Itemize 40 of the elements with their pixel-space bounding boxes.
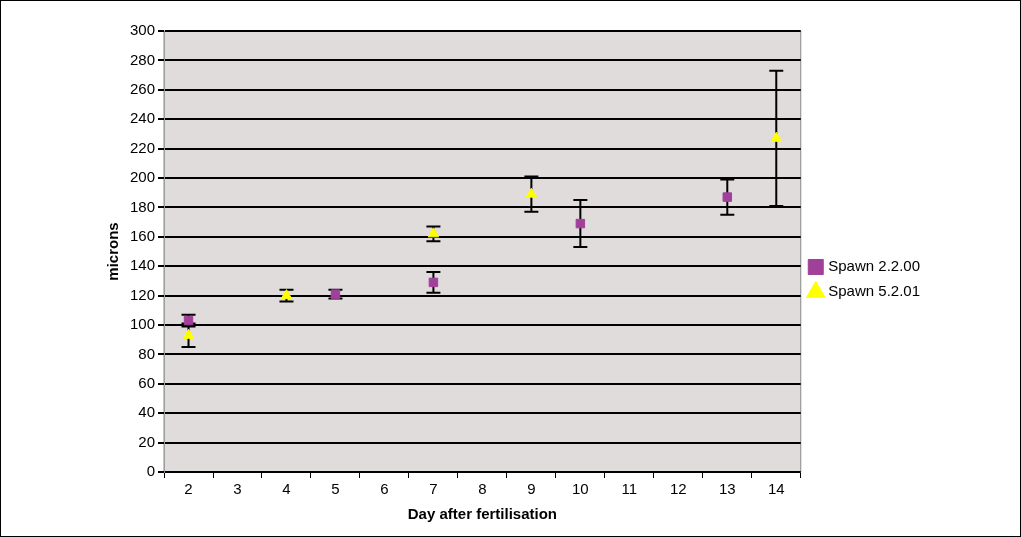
y-tick-label: 100 — [130, 315, 156, 333]
x-tick-label: 5 — [331, 480, 340, 498]
y-tick-label: 180 — [130, 197, 156, 215]
point — [525, 187, 538, 198]
x-tick-label: 4 — [282, 480, 291, 498]
x-tick-label: 9 — [527, 480, 536, 498]
point — [722, 192, 733, 202]
y-tick-label: 120 — [130, 285, 156, 303]
x-tick-label: 8 — [478, 480, 487, 498]
point — [428, 277, 439, 288]
y-tick-label: 80 — [138, 344, 156, 362]
legend-label: Spawn 2.2.00 — [828, 257, 921, 275]
y-tick-label: 140 — [130, 256, 156, 274]
y-tick-label: 60 — [138, 373, 156, 391]
x-tick-label: 2 — [184, 480, 193, 498]
y-tick-label: 300 — [130, 21, 156, 39]
x-tick-label: 11 — [621, 480, 638, 498]
y-tick-label: 200 — [130, 168, 156, 186]
x-tick-label: 10 — [572, 480, 589, 498]
point — [182, 328, 195, 339]
point — [770, 131, 782, 142]
point — [575, 218, 586, 229]
y-tick-label: 280 — [130, 50, 156, 68]
x-tick-label: 14 — [767, 480, 785, 498]
x-tick-label: 12 — [669, 480, 687, 498]
y-axis-title: microns — [104, 222, 122, 281]
x-tick-label: 6 — [380, 480, 389, 498]
x-tick-label: 3 — [233, 480, 242, 498]
point — [427, 227, 440, 238]
y-tick-label: 260 — [130, 79, 156, 97]
x-axis-title: Day after fertilisation — [407, 505, 557, 523]
y-tick-label: 220 — [130, 138, 156, 156]
x-tick-label: 13 — [718, 480, 736, 498]
x-tick-label: 7 — [429, 480, 438, 498]
y-tick-label: 160 — [130, 226, 156, 244]
legend-label: Spawn 5.2.01 — [828, 282, 921, 300]
y-tick-label: 0 — [146, 462, 156, 480]
y-tick-label: 240 — [130, 109, 156, 127]
y-tick-label: 40 — [138, 403, 156, 421]
y-tick-label: 20 — [138, 432, 156, 450]
